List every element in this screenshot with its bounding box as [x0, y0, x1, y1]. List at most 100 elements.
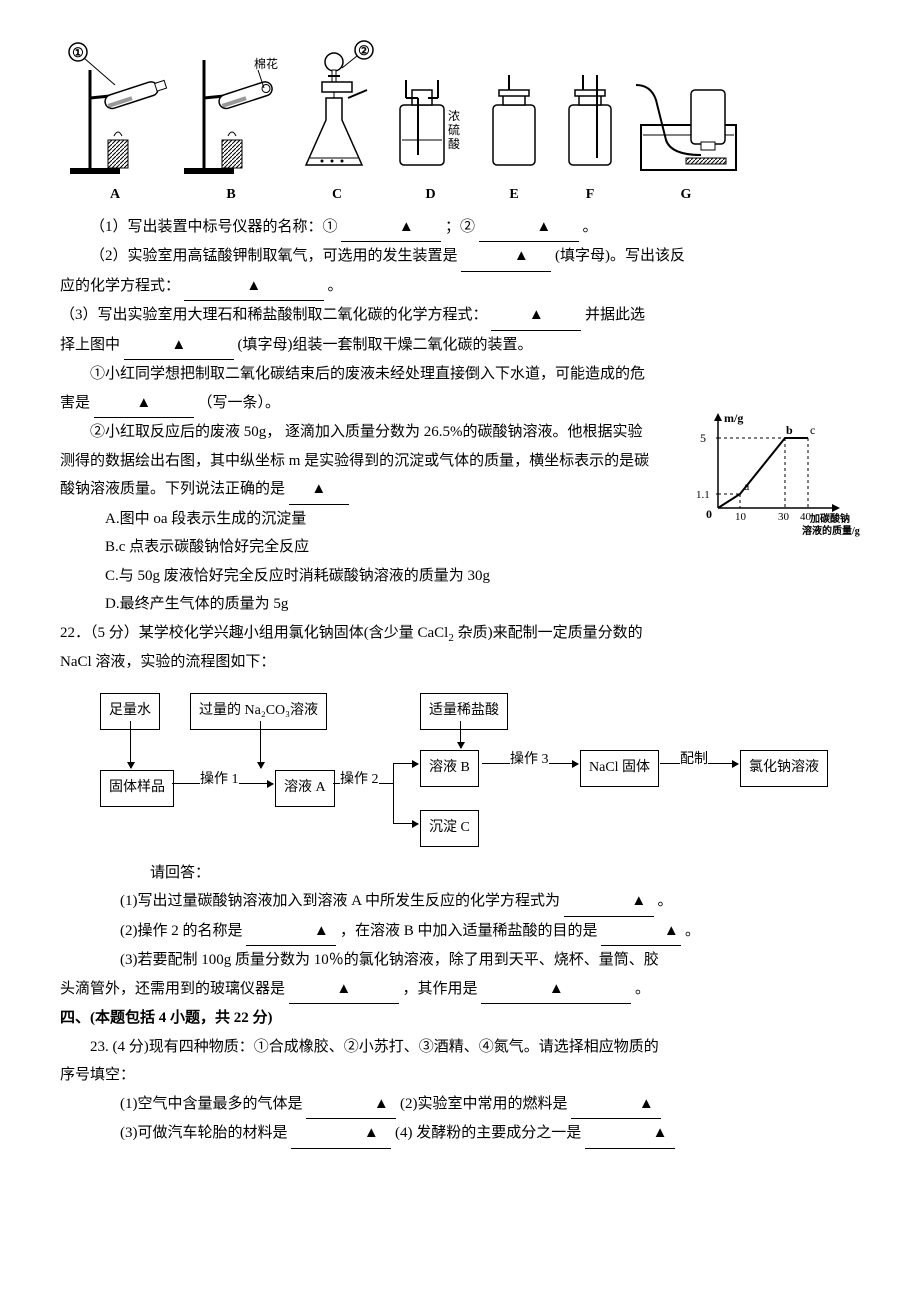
svg-text:酸: 酸 — [448, 136, 460, 151]
fbox-nacl: NaCl 固体 — [580, 750, 659, 787]
svg-text:0: 0 — [706, 507, 712, 521]
apparatus-F: F — [555, 40, 625, 209]
svg-text:a: a — [744, 479, 750, 493]
q22-2-end: 。 — [685, 923, 700, 939]
label-A: A — [110, 182, 120, 209]
apparatus-E-svg — [479, 40, 549, 180]
apparatus-G-svg — [631, 40, 741, 180]
q21-sub1: ①小红同学想把制取二氧化碳结束后的废液未经处理直接倒入下水道，可能造成的危 — [60, 360, 860, 389]
svg-text:10: 10 — [735, 511, 747, 523]
q21-2b-end: 。 — [328, 278, 343, 294]
blank-3b: ▲ — [124, 331, 234, 361]
apparatus-A-svg: ① — [60, 40, 170, 180]
apparatus-E: E — [479, 40, 549, 209]
fbox-solA: 溶液 A — [275, 770, 335, 807]
q21-sub2-pre: ②小红取反应后的废液 50g， 逐滴加入质量分数为 26.5%的碳酸钠溶液。他根… — [90, 424, 643, 440]
section-4: 四、(本题包括 4 小题，共 22 分) — [60, 1004, 860, 1033]
label-F: F — [586, 182, 595, 209]
svg-text:c: c — [810, 423, 815, 437]
q23-header-1: 23. (4 分)现有四种物质：①合成橡胶、②小苏打、③酒精、④氮气。请选择相应… — [90, 1039, 659, 1055]
svg-text:5: 5 — [700, 431, 706, 445]
q21-sub1b-text: 害是 — [60, 395, 90, 411]
q23-row1: (1)空气中含量最多的气体是 ▲ (2)实验室中常用的燃料是 ▲ — [60, 1090, 860, 1120]
q22-2: (2)操作 2 的名称是 ▲ ，在溶液 B 中加入适量稀盐酸的目的是 ▲ 。 — [60, 917, 860, 947]
q23-header2: 序号填空： — [60, 1061, 860, 1090]
q23-header: 23. (4 分)现有四种物质：①合成橡胶、②小苏打、③酒精、④氮气。请选择相应… — [60, 1033, 860, 1062]
label-D: D — [425, 182, 435, 209]
blank-q23-1: ▲ — [306, 1090, 396, 1120]
q22-3-mid: ，其作用是 — [403, 981, 478, 997]
apparatus-D: 浓 硫 酸 D — [388, 40, 473, 209]
arrow-na2co3-down — [260, 721, 261, 768]
graph-svg: m/g 5 1.1 0 10 30 40 a b c 加碳酸钠 溶液的质 — [690, 408, 860, 543]
q23-q4: (4) 发酵粉的主要成分之一是 — [395, 1125, 581, 1141]
q22-1: (1)写出过量碳酸钠溶液加入到溶液 A 中所发生反应的化学方程式为 ▲ 。 — [60, 887, 860, 917]
q21-3: （3）写出实验室用大理石和稀盐酸制取二氧化碳的化学方程式： ▲ 并据此选 — [60, 301, 860, 331]
fbox-na2co3: 过量的 Na₂CO₃溶液 — [190, 693, 327, 730]
apparatus-C-svg: ② — [292, 40, 382, 180]
q21-3-mid: 并据此选 — [585, 307, 645, 323]
svg-text:①: ① — [72, 45, 84, 60]
blank-1b: ▲ — [479, 213, 579, 243]
q21-sub1-end: （写一条）。 — [198, 395, 281, 411]
label-C: C — [332, 182, 342, 209]
flowchart: 足量水 过量的 Na₂CO₃溶液 固体样品 溶液 A 适量稀盐酸 溶液 B 沉淀… — [100, 685, 840, 855]
apparatus-B-svg: 棉花 — [176, 40, 286, 180]
blank-q23-2: ▲ — [571, 1090, 661, 1120]
apparatus-C: ② C — [292, 40, 382, 209]
q21-2b: 应的化学方程式： ▲ 。 — [60, 272, 860, 302]
apparatus-G: G — [631, 40, 741, 209]
fbox-ppt: 沉淀 C — [420, 810, 479, 847]
q21-1: （1）写出装置中标号仪器的名称：① ▲ ；② ▲ 。 — [60, 213, 860, 243]
fbox-solB: 溶液 B — [420, 750, 479, 787]
q22-header-1: 22．（5 分）某学校化学兴趣小组用氯化钠固体(含少量 CaCl — [60, 625, 448, 641]
apparatus-A: ① A — [60, 40, 170, 209]
blank-q22-3b: ▲ — [481, 975, 631, 1005]
blank-sub1: ▲ — [94, 389, 194, 419]
q21-2b-text: 应的化学方程式： — [60, 278, 180, 294]
q21-3b-mid: (填字母)组装一套制取干燥二氧化碳的装置。 — [238, 337, 533, 353]
q23-q2: (2)实验室中常用的燃料是 — [400, 1096, 568, 1112]
fbox-sample: 固体样品 — [100, 770, 174, 807]
arrow-to-C — [393, 823, 418, 824]
svg-text:硫: 硫 — [448, 122, 460, 137]
q21-sub2c-text: 酸钠溶液质量。下列说法正确的是 — [60, 481, 285, 497]
arrow-hcl-down — [460, 721, 461, 748]
blank-q23-4: ▲ — [585, 1119, 675, 1149]
q21-3b-text: 择上图中 — [60, 337, 120, 353]
q21-optC: C.与 50g 废液恰好完全反应时消耗碳酸钠溶液的质量为 30g — [60, 562, 860, 591]
apparatus-row: ① A — [60, 40, 860, 209]
blank-sub2: ▲ — [289, 475, 349, 505]
blank-q22-3a: ▲ — [289, 975, 399, 1005]
q22-2-pre: (2)操作 2 的名称是 — [120, 923, 243, 939]
q22-1-pre: (1)写出过量碳酸钠溶液加入到溶液 A 中所发生反应的化学方程式为 — [120, 893, 560, 909]
label-op3: 操作 3 — [510, 747, 549, 774]
blank-2a: ▲ — [461, 242, 551, 272]
blank-3a: ▲ — [491, 301, 581, 331]
arrow-op2-split — [393, 763, 394, 823]
blank-1a: ▲ — [341, 213, 441, 243]
blank-q22-2a: ▲ — [246, 917, 336, 947]
blank-q23-3: ▲ — [291, 1119, 391, 1149]
q22-header-2: 杂质)来配制一定质量分数的 — [454, 625, 643, 641]
q22-header: 22．（5 分）某学校化学兴趣小组用氯化钠固体(含少量 CaCl2 杂质)来配制… — [60, 619, 860, 649]
fbox-prod: 氯化钠溶液 — [740, 750, 828, 787]
q22-3: (3)若要配制 100g 质量分数为 10％的氯化钠溶液，除了用到天平、烧杯、量… — [60, 946, 860, 975]
label-B: B — [226, 182, 235, 209]
fbox-hcl: 适量稀盐酸 — [420, 693, 508, 730]
q21-1-sep: ；② — [445, 219, 475, 235]
q23-q1: (1)空气中含量最多的气体是 — [120, 1096, 303, 1112]
graph: m/g 5 1.1 0 10 30 40 a b c 加碳酸钠 溶液的质 — [690, 408, 860, 554]
q23-q3: (3)可做汽车轮胎的材料是 — [120, 1125, 288, 1141]
q22-1-end: 。 — [658, 893, 673, 909]
q21-3-pre: （3）写出实验室用大理石和稀盐酸制取二氧化碳的化学方程式： — [60, 307, 488, 323]
q21-1-end: 。 — [583, 219, 598, 235]
apparatus-F-svg — [555, 40, 625, 180]
blank-q22-2b: ▲ — [601, 917, 681, 947]
q21-3b: 择上图中 ▲ (填字母)组装一套制取干燥二氧化碳的装置。 — [60, 331, 860, 361]
q23-row2: (3)可做汽车轮胎的材料是 ▲ (4) 发酵粉的主要成分之一是 ▲ — [60, 1119, 860, 1149]
svg-text:30: 30 — [778, 511, 790, 523]
arrow-to-B — [393, 763, 418, 764]
label-E: E — [509, 182, 518, 209]
apparatus-D-svg: 浓 硫 酸 — [388, 40, 473, 180]
